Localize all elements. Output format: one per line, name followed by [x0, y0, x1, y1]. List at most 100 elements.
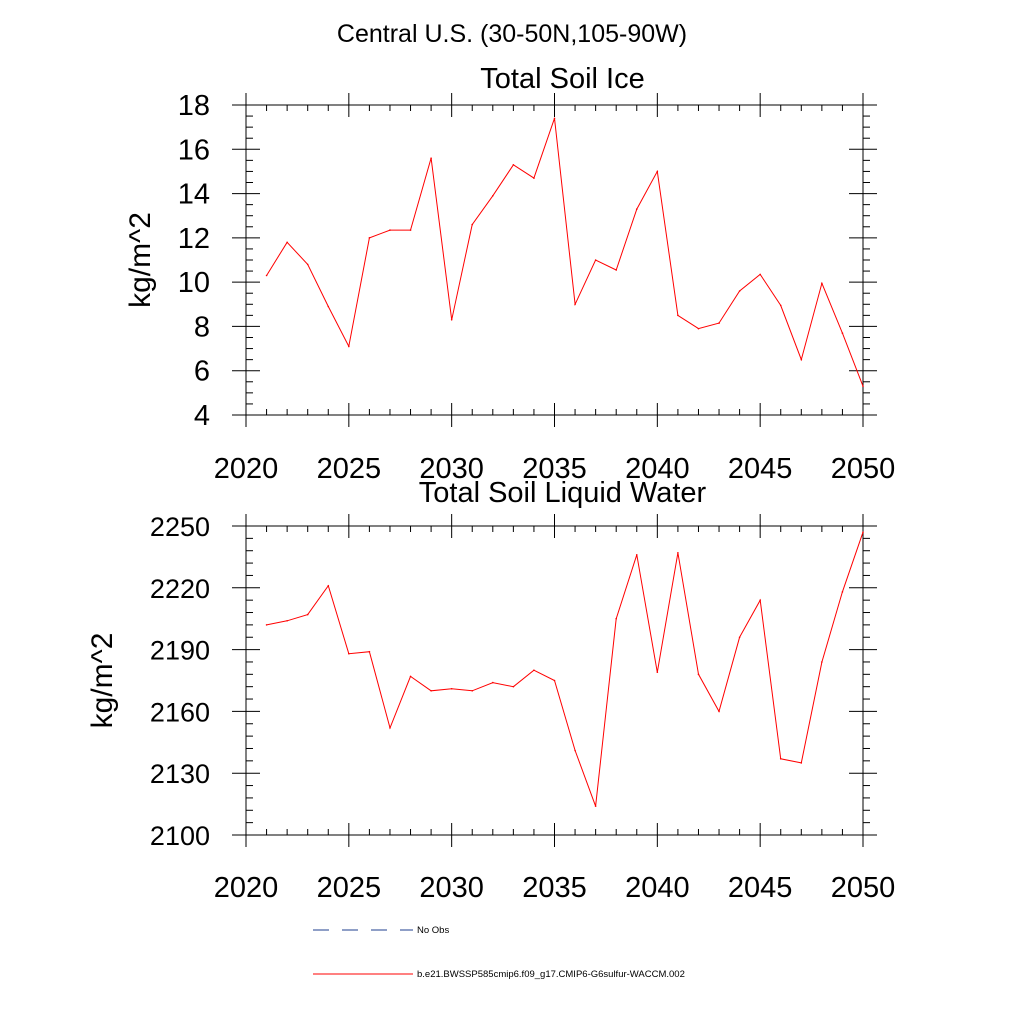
data-point	[697, 327, 700, 330]
data-point	[492, 681, 494, 684]
data-point	[348, 345, 350, 348]
chart-title: Total Soil Liquid Water	[419, 477, 707, 509]
data-point	[286, 241, 288, 244]
data-point	[389, 229, 391, 231]
data-point	[862, 531, 864, 533]
data-point	[553, 117, 556, 120]
data-point	[348, 652, 350, 655]
data-point	[635, 208, 638, 210]
data-point	[306, 613, 309, 616]
x-tick-label: 2040	[625, 872, 690, 904]
y-tick-label: 10	[178, 267, 210, 299]
y-tick-label: 16	[178, 134, 210, 166]
data-point	[738, 290, 741, 292]
data-point	[327, 584, 330, 587]
x-tick-label: 2030	[419, 453, 484, 485]
data-point	[821, 282, 823, 285]
data-point	[265, 274, 268, 277]
data-point	[656, 671, 659, 674]
y-tick-label: 8	[194, 311, 210, 343]
data-point	[759, 273, 761, 276]
data-point	[594, 805, 597, 807]
legend-label-no-obs: No Obs	[417, 925, 449, 936]
y-axis-label: kg/m^2	[86, 633, 119, 729]
y-tick-label: 14	[178, 179, 210, 211]
data-point	[615, 269, 617, 271]
x-tick-label: 2030	[419, 872, 484, 904]
data-point	[306, 263, 309, 266]
data-point	[533, 669, 535, 671]
data-point	[779, 757, 782, 760]
data-point	[533, 177, 535, 179]
y-tick-label: 4	[194, 400, 210, 432]
data-point	[265, 624, 268, 626]
data-point	[738, 636, 741, 639]
data-point	[368, 650, 371, 653]
x-tick-label: 2035	[522, 453, 587, 485]
x-tick-label: 2020	[214, 872, 279, 904]
data-point	[821, 661, 823, 663]
data-point	[327, 305, 330, 308]
y-tick-label: 2220	[150, 574, 210, 604]
data-point	[718, 322, 720, 324]
data-point	[594, 259, 597, 261]
series-line-0	[266, 532, 864, 807]
plot-frame	[245, 104, 864, 416]
series-line-0	[266, 118, 864, 387]
data-point	[286, 619, 288, 622]
chart-panel-soil-ice: Total Soil Ice 2020 2025 2030 2035 2040 2045 20…	[124, 63, 895, 485]
data-point	[574, 749, 576, 752]
x-tick-label: 2025	[317, 453, 382, 485]
data-point	[635, 554, 638, 556]
data-point	[759, 599, 761, 601]
data-point	[512, 163, 515, 166]
data-point	[574, 303, 576, 306]
data-point	[450, 687, 453, 690]
y-tick-label: 2100	[150, 821, 210, 851]
y-tick-label: 2250	[150, 512, 210, 542]
data-point	[430, 157, 432, 159]
legend: No Obs b.e21.BWSSP585cmip6.f09_g17.CMIP6…	[313, 925, 685, 980]
data-point	[389, 727, 391, 729]
data-point	[512, 685, 515, 688]
chart-panel-soil-liquid-water: Total Soil Liquid Water 2020 2025 2030 2035 2…	[86, 477, 895, 904]
data-point	[368, 237, 371, 239]
data-point	[553, 679, 556, 682]
data-point	[656, 170, 659, 173]
x-tick-label: 2050	[831, 872, 896, 904]
data-point	[779, 304, 782, 307]
figure-suptitle: Central U.S. (30-50N,105-90W)	[337, 20, 687, 48]
x-tick-label: 2020	[214, 453, 279, 485]
data-point	[800, 762, 803, 764]
data-point	[677, 551, 679, 554]
y-tick-label: 6	[194, 356, 210, 388]
data-point	[841, 591, 844, 593]
data-point	[409, 229, 412, 231]
x-tick-label: 2050	[831, 453, 896, 485]
chart-title: Total Soil Ice	[480, 63, 644, 95]
x-tick-label: 2035	[522, 872, 587, 904]
data-point	[471, 223, 474, 226]
data-point	[492, 194, 494, 197]
legend-label-model-run: b.e21.BWSSP585cmip6.f09_g17.CMIP6-G6sulf…	[417, 969, 685, 980]
data-point	[409, 675, 412, 678]
data-point	[450, 318, 453, 321]
y-tick-label: 2190	[150, 636, 210, 666]
data-point	[718, 710, 720, 713]
x-tick-label: 2040	[625, 453, 690, 485]
y-tick-label: 12	[178, 223, 210, 255]
data-point	[471, 690, 474, 692]
data-point	[615, 617, 617, 620]
y-tick-label: 18	[178, 90, 210, 122]
data-point	[697, 673, 700, 676]
data-point	[430, 690, 432, 692]
y-tick-label: 2130	[150, 759, 210, 789]
y-axis-label: kg/m^2	[124, 212, 157, 308]
data-point	[841, 332, 844, 334]
x-tick-label: 2045	[728, 453, 793, 485]
x-tick-label: 2025	[317, 872, 382, 904]
data-point	[677, 314, 679, 317]
x-tick-label: 2045	[728, 872, 793, 904]
data-point	[800, 358, 803, 361]
